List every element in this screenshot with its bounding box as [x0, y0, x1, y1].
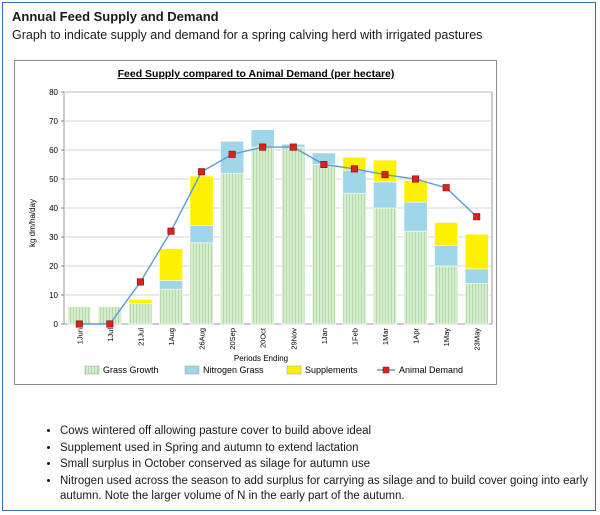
y-tick-label: 50: [49, 175, 58, 184]
y-tick-label: 70: [49, 117, 58, 126]
note-item: Cows wintered off allowing pasture cover…: [60, 424, 600, 440]
legend-animal-demand-marker: [383, 367, 389, 373]
bar-nitrogen-grass: [190, 225, 213, 242]
x-tick-label: 20Oct: [259, 327, 268, 348]
chart-title: Feed Supply compared to Animal Demand (p…: [118, 68, 395, 80]
x-tick-label: 1Mar: [381, 328, 390, 346]
bar-grass-growth: [404, 231, 427, 324]
notes-list: Cows wintered off allowing pasture cover…: [40, 424, 600, 506]
bar-grass-growth: [373, 208, 396, 324]
bar-grass-growth: [129, 304, 152, 324]
x-tick-label: 23May: [473, 328, 482, 351]
animal-demand-point: [382, 171, 388, 177]
legend-grass-growth-label: Grass Growth: [103, 365, 159, 375]
x-tick-label: 20Sep: [228, 328, 237, 350]
y-tick-label: 60: [49, 146, 58, 155]
bar-nitrogen-grass: [373, 182, 396, 208]
bar-supplements: [190, 176, 213, 225]
x-tick-label: 1May: [442, 328, 451, 347]
animal-demand-point: [474, 214, 480, 220]
bar-supplements: [404, 180, 427, 202]
x-tick-label: 1Jul: [106, 328, 115, 342]
x-tick-label: 1Jan: [320, 328, 329, 344]
bar-grass-growth: [190, 243, 213, 324]
bar-grass-growth: [435, 266, 458, 324]
animal-demand-point: [290, 144, 296, 150]
y-tick-label: 20: [49, 262, 58, 271]
legend-nitrogen-grass-swatch: [185, 366, 199, 374]
bar-supplements: [373, 160, 396, 182]
bar-nitrogen-grass: [404, 202, 427, 231]
animal-demand-point: [412, 176, 418, 182]
x-tick-label: 1Apr: [412, 327, 421, 343]
bar-supplements: [159, 249, 182, 281]
note-item: Small surplus in October conserved as si…: [60, 457, 600, 473]
note-item: Nitrogen used across the season to add s…: [60, 474, 600, 505]
note-item: Supplement used in Spring and autumn to …: [60, 441, 600, 457]
animal-demand-point: [198, 169, 204, 175]
chart-panel: Feed Supply compared to Animal Demand (p…: [14, 60, 497, 385]
y-axis-label: kg dm/ha/day: [28, 199, 37, 247]
x-tick-label: 1Feb: [350, 328, 359, 345]
bar-grass-growth: [251, 147, 274, 324]
animal-demand-point: [321, 161, 327, 167]
animal-demand-point: [443, 185, 449, 191]
x-tick-label: 29Nov: [289, 328, 298, 350]
animal-demand-point: [107, 321, 113, 327]
animal-demand-point: [137, 279, 143, 285]
bar-nitrogen-grass: [465, 269, 488, 284]
feed-chart: Feed Supply compared to Animal Demand (p…: [15, 61, 498, 386]
x-tick-label: 21Jul: [136, 328, 145, 346]
x-axis-label: Periods Ending: [234, 354, 288, 363]
legend-nitrogen-grass-label: Nitrogen Grass: [203, 365, 264, 375]
legend-supplements-swatch: [287, 366, 301, 374]
legend-supplements-label: Supplements: [305, 365, 358, 375]
page-title: Annual Feed Supply and Demand: [12, 9, 219, 24]
x-tick-label: 1Aug: [167, 328, 176, 346]
bar-grass-growth: [465, 283, 488, 324]
animal-demand-point: [351, 166, 357, 172]
y-tick-label: 80: [49, 88, 58, 97]
bar-nitrogen-grass: [159, 281, 182, 290]
legend-animal-demand-label: Animal Demand: [399, 365, 463, 375]
bar-grass-growth: [343, 194, 366, 325]
animal-demand-point: [76, 321, 82, 327]
x-tick-label: 26Aug: [198, 328, 207, 350]
y-tick-label: 40: [49, 204, 58, 213]
bar-grass-growth: [159, 289, 182, 324]
page-subtitle: Graph to indicate supply and demand for …: [12, 28, 482, 42]
legend-grass-growth-swatch: [85, 366, 99, 374]
bar-grass-growth: [221, 173, 244, 324]
bar-supplements: [435, 223, 458, 246]
bar-grass-growth: [312, 165, 335, 325]
y-tick-label: 30: [49, 233, 58, 242]
bar-supplements: [465, 234, 488, 269]
x-tick-label: 1Jun: [75, 328, 84, 344]
animal-demand-point: [168, 228, 174, 234]
animal-demand-point: [229, 151, 235, 157]
y-tick-label: 0: [54, 320, 59, 329]
y-tick-label: 10: [49, 291, 58, 300]
bar-nitrogen-grass: [343, 170, 366, 193]
bar-supplements: [129, 299, 152, 303]
animal-demand-point: [260, 144, 266, 150]
bar-grass-growth: [282, 147, 305, 324]
bar-nitrogen-grass: [435, 246, 458, 266]
